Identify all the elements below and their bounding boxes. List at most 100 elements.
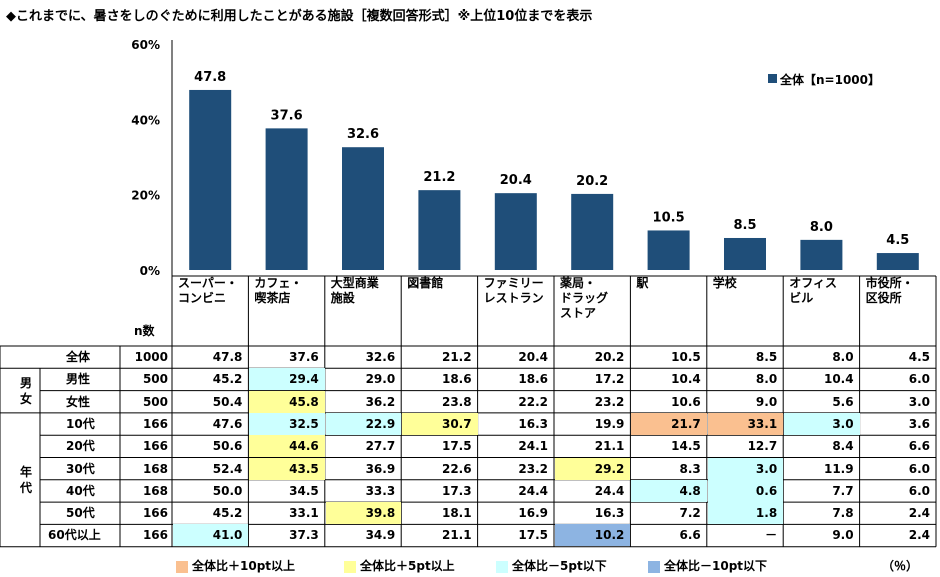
table-cell: 47.6 bbox=[212, 416, 243, 431]
table-cell: 36.9 bbox=[365, 461, 396, 476]
table-cell: 22.9 bbox=[325, 412, 402, 435]
table-cell: 30.7 bbox=[402, 412, 478, 435]
bar-value-label: 37.6 bbox=[271, 108, 303, 123]
table-cell: 18.1 bbox=[441, 506, 472, 521]
table-cell: 3.0 bbox=[908, 394, 930, 409]
bar-value-label: 20.2 bbox=[576, 174, 608, 189]
bar-value-label: 32.6 bbox=[347, 127, 379, 142]
y-tick-label: 20% bbox=[131, 189, 160, 203]
table-cell: 19.9 bbox=[594, 416, 625, 431]
bar bbox=[418, 190, 461, 270]
table-row: 30代 168 52.4 43.5 36.9 22.6 23.2 29.2 8.3 3.0 11.9… bbox=[0, 457, 940, 480]
highlight-legend-item: 全体比－5pt以下 bbox=[496, 559, 607, 573]
bar-value-label: 21.2 bbox=[423, 170, 455, 185]
table-cell: 6.6 bbox=[908, 439, 930, 454]
bar-value-label: 8.0 bbox=[810, 220, 833, 235]
table-cell: 52.4 bbox=[212, 461, 243, 476]
bar bbox=[724, 237, 766, 270]
group-label: 男女 bbox=[20, 375, 33, 406]
table-cell: 24.4 bbox=[594, 483, 625, 498]
table-cell: 21.7 bbox=[631, 412, 707, 435]
category-label: ファミリー レストラン bbox=[483, 276, 544, 305]
table-cell: 36.2 bbox=[365, 394, 396, 409]
table-cell: 33.1 bbox=[289, 506, 319, 521]
table-cell: 1.8 bbox=[707, 502, 784, 525]
table-cell: － bbox=[765, 528, 778, 543]
highlight-legend-item: 全体比－10pt以下 bbox=[648, 559, 767, 573]
row-label: 女性 bbox=[66, 394, 91, 409]
table-cell: 10.5 bbox=[671, 350, 701, 364]
table-row: 40代 168 50.0 34.5 33.3 17.3 24.4 24.4 4.8 0.6 7.7 6… bbox=[0, 479, 940, 502]
table-cell: 9.0 bbox=[832, 528, 854, 543]
table-cell: 0.6 bbox=[707, 479, 784, 502]
table-cell: 21.2 bbox=[441, 350, 472, 364]
table-cell: 47.8 bbox=[212, 350, 243, 364]
highlight-legend: 全体比＋10pt以上 全体比＋5pt以上 全体比－5pt以下 全体比－10pt以下 （％… bbox=[176, 557, 936, 575]
table-cell: 10.2 bbox=[555, 524, 631, 547]
bar bbox=[571, 193, 614, 270]
table-cell: 17.5 bbox=[441, 439, 472, 454]
bar bbox=[189, 89, 232, 270]
table-row: 全体 1000 47.8 37.6 32.6 21.2 20.4 20.2 10.5 8.5 8.0… bbox=[0, 346, 940, 368]
table-cell: 21.1 bbox=[441, 528, 472, 543]
n-value: 168 bbox=[142, 461, 168, 476]
table-cell: 7.2 bbox=[679, 506, 701, 521]
highlight-legend-item: 全体比＋10pt以上 bbox=[176, 559, 295, 573]
bar-value-label: 10.5 bbox=[653, 210, 685, 225]
legend-swatch bbox=[344, 560, 356, 573]
table-cell: 8.3 bbox=[679, 461, 701, 476]
table-cell: 6.0 bbox=[908, 461, 930, 476]
legend-text: 全体比－5pt以下 bbox=[512, 559, 607, 573]
legend-label: 全体【n=1000】 bbox=[779, 72, 880, 87]
table-cell: 27.7 bbox=[365, 439, 396, 454]
table-cell: 18.6 bbox=[441, 372, 472, 387]
table-cell: 29.2 bbox=[555, 457, 631, 480]
table-cell: 45.2 bbox=[212, 506, 243, 521]
bar bbox=[342, 147, 384, 270]
table-row: 男性 500 45.2 29.4 29.0 18.6 18.6 17.2 10.4 8.0 10.4… bbox=[0, 368, 940, 391]
table-row: 50代 166 45.2 33.1 39.8 18.1 16.9 16.3 7.2 1.8 7.8 2… bbox=[0, 502, 940, 525]
unit-label: （％） bbox=[882, 559, 919, 573]
table-cell: 3.0 bbox=[784, 412, 860, 435]
legend-swatch bbox=[496, 560, 508, 573]
table-cell: 43.5 bbox=[249, 457, 325, 480]
table-cell: 20.4 bbox=[518, 350, 548, 364]
bar-value-label: 20.4 bbox=[500, 173, 532, 188]
table-cell: 18.6 bbox=[518, 372, 548, 387]
table-cell: 37.3 bbox=[289, 528, 319, 543]
table-cell: 39.8 bbox=[325, 502, 402, 525]
n-value: 166 bbox=[142, 416, 168, 431]
table-cell: 50.6 bbox=[212, 439, 243, 454]
table-cell: 45.2 bbox=[212, 372, 243, 387]
table-cell: 23.2 bbox=[518, 461, 548, 476]
table-cell: 29.4 bbox=[249, 368, 325, 391]
n-value: 168 bbox=[142, 483, 168, 498]
table-cell: 22.2 bbox=[518, 394, 548, 409]
table-cell: 23.8 bbox=[441, 394, 472, 409]
category-label: 大型商業 施設 bbox=[330, 276, 379, 305]
table-cell: 11.9 bbox=[823, 461, 854, 476]
chart-title: ◆これまでに、暑さをしのぐために利用したことがある施設［複数回答形式］※上位10… bbox=[6, 9, 593, 24]
table-cell: 2.4 bbox=[908, 528, 930, 543]
category-label: スーパー・ コンビニ bbox=[178, 276, 238, 305]
table-cell: 44.6 bbox=[249, 435, 325, 458]
table-cell: 20.2 bbox=[594, 350, 625, 364]
y-tick-label: 0% bbox=[140, 264, 160, 278]
table-cell: 7.8 bbox=[832, 506, 854, 521]
bar bbox=[265, 128, 308, 270]
table-cell: 8.0 bbox=[755, 372, 778, 387]
table-cell: 50.4 bbox=[212, 394, 243, 409]
table-cell: 17.2 bbox=[594, 372, 625, 387]
table-cell: 32.6 bbox=[365, 350, 396, 364]
table-cell: 8.5 bbox=[755, 350, 778, 364]
category-label: 学校 bbox=[712, 276, 737, 290]
n-value: 1000 bbox=[134, 350, 168, 364]
table-cell: 2.4 bbox=[908, 506, 930, 521]
table-row: 60代以上 166 41.0 37.3 34.9 21.1 17.5 10.2 6.6 － 9.0 2… bbox=[0, 524, 940, 547]
legend-swatch bbox=[176, 560, 188, 573]
table-cell: 34.9 bbox=[365, 528, 396, 543]
table-cell: 41.0 bbox=[173, 524, 249, 547]
n-value: 166 bbox=[142, 439, 168, 454]
bar-value-label: 4.5 bbox=[886, 233, 909, 248]
category-label: 駅 bbox=[636, 276, 649, 290]
